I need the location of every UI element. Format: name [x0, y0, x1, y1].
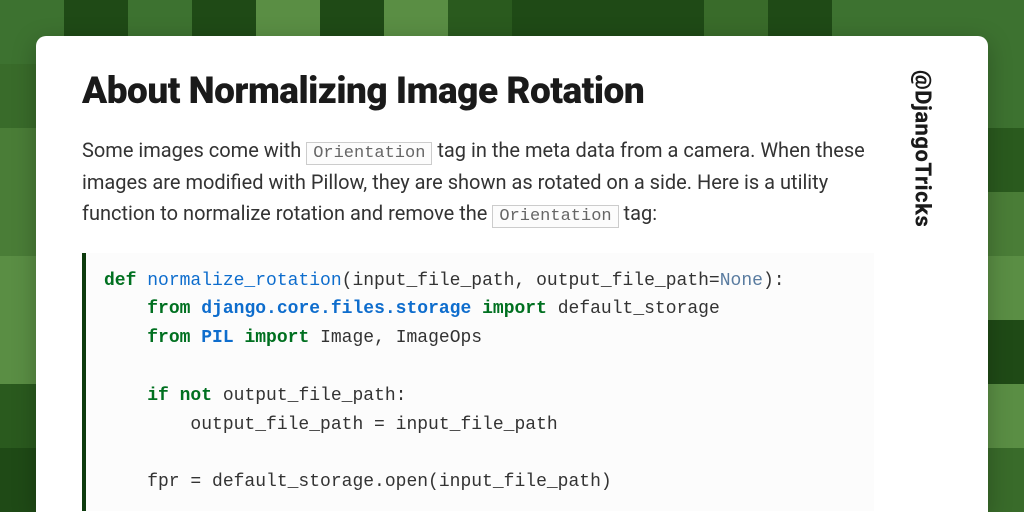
page-title: About Normalizing Image Rotation [82, 70, 874, 113]
main-content: About Normalizing Image Rotation Some im… [82, 70, 874, 512]
inline-code: Orientation [306, 142, 432, 165]
intro-paragraph: Some images come with Orientation tag in… [82, 135, 874, 231]
inline-code: Orientation [492, 205, 618, 228]
content-card: About Normalizing Image Rotation Some im… [36, 36, 988, 512]
code-block: def normalize_rotation(input_file_path, … [82, 253, 874, 511]
sidebar: @DjangoTricks [902, 70, 942, 512]
twitter-handle: @DjangoTricks [910, 70, 935, 227]
